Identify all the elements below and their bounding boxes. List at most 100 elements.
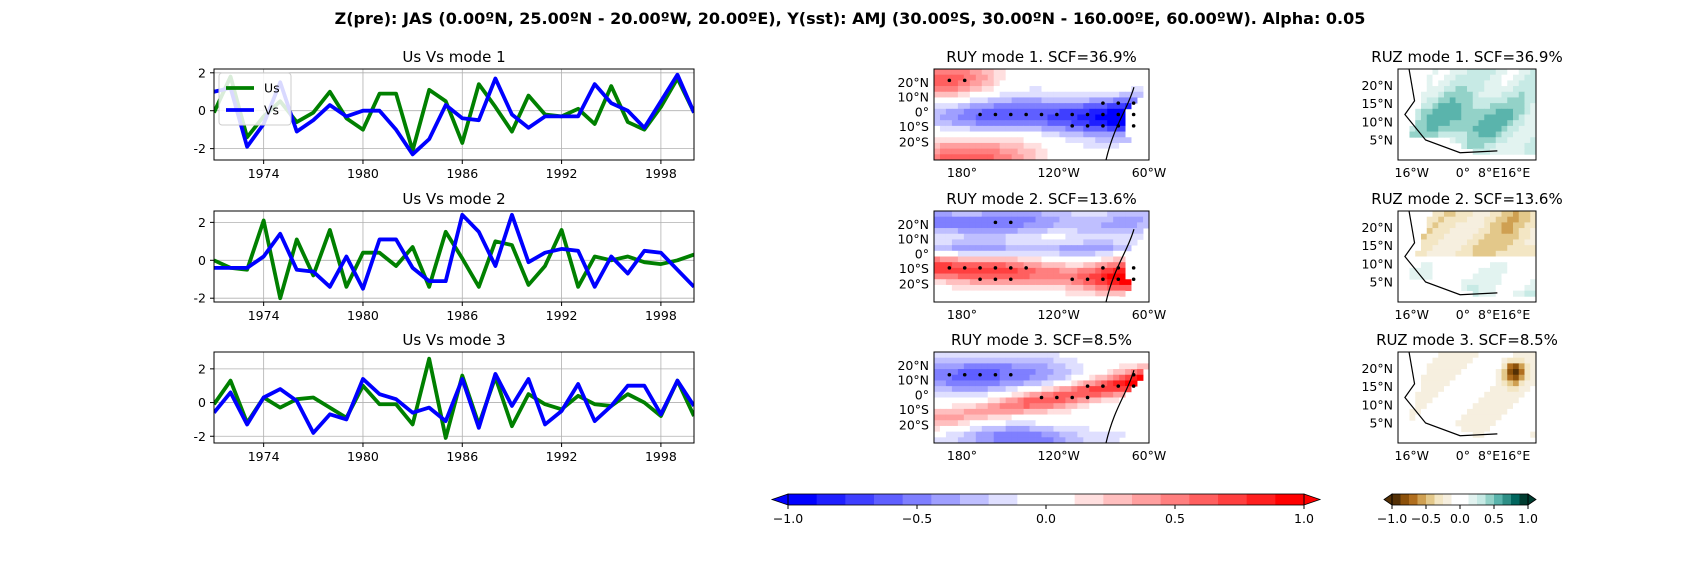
map-cell	[957, 222, 965, 229]
map-cell	[969, 380, 977, 387]
map-cell	[1035, 228, 1042, 235]
map-cell	[1047, 262, 1054, 269]
map-cell	[993, 108, 1001, 115]
map-cell	[969, 69, 977, 76]
map-cell	[1095, 103, 1102, 110]
map-field	[934, 352, 1150, 444]
significance-dot	[978, 266, 982, 270]
map-cell	[1432, 80, 1439, 87]
map-cell	[1524, 97, 1531, 104]
map-cell	[934, 86, 941, 93]
map-cell	[939, 414, 947, 421]
map-cell	[1101, 256, 1108, 263]
map-cell	[939, 239, 947, 246]
map-cell	[1490, 279, 1497, 286]
map-cell	[1017, 131, 1024, 138]
map-cell	[1035, 403, 1042, 410]
y-tick-label: 20°N	[1361, 361, 1393, 376]
map-cell	[1113, 69, 1120, 76]
map-cell	[1530, 74, 1537, 81]
map-cell	[1513, 74, 1520, 81]
map-cell	[957, 437, 965, 444]
map-cell	[951, 403, 959, 410]
map-cell	[1023, 69, 1030, 76]
map-cell	[1426, 397, 1433, 404]
map-cell	[1432, 91, 1439, 98]
map-cell	[1478, 211, 1485, 218]
map-cell	[939, 431, 947, 438]
map-cell	[975, 74, 983, 81]
map-cell	[969, 437, 977, 444]
map-cell	[945, 273, 953, 280]
map-field	[1409, 211, 1537, 297]
map-cell	[1029, 239, 1036, 246]
x-tick-label: 0°	[1456, 307, 1470, 322]
map-cell	[1501, 397, 1508, 404]
map-cell	[939, 80, 947, 87]
map-cell	[1501, 408, 1508, 415]
map-cell	[1047, 357, 1054, 364]
map-cell	[1005, 142, 1013, 150]
map-cell	[951, 69, 959, 76]
map-cell	[1438, 250, 1445, 257]
map-cell	[999, 239, 1007, 246]
map-cell	[1089, 380, 1096, 387]
map-cell	[1035, 369, 1042, 376]
map-cell	[934, 125, 941, 132]
map-cell	[1472, 352, 1479, 359]
map-cell	[1011, 91, 1019, 98]
x-tick-label: 16°W	[1395, 307, 1430, 322]
map-cell	[1426, 97, 1433, 104]
map-cell	[1089, 211, 1096, 218]
map-cell	[975, 142, 983, 150]
map-cell	[1005, 279, 1013, 286]
map-cell	[1131, 69, 1138, 76]
map-cell	[987, 222, 995, 229]
map-cell	[1438, 357, 1445, 364]
map-cell	[1119, 86, 1126, 93]
map-cell	[975, 239, 983, 246]
colorbar-segment	[1460, 494, 1469, 505]
map-cell	[1095, 233, 1102, 240]
map-cell	[1089, 408, 1096, 415]
map-cell	[975, 431, 983, 438]
map-cell	[1426, 403, 1433, 410]
map-cell	[1524, 148, 1531, 155]
map-cell	[1023, 103, 1030, 110]
map-cell	[1005, 357, 1013, 364]
map-cell	[1047, 437, 1054, 444]
map-cell	[1095, 86, 1102, 93]
map-cell	[1029, 222, 1036, 229]
map-cell	[939, 91, 947, 98]
map-cell	[1071, 228, 1078, 235]
map-cell	[1059, 216, 1066, 223]
map-cell	[993, 408, 1001, 415]
map-cell	[993, 131, 1001, 138]
map-cell	[1467, 97, 1474, 104]
map-cell	[981, 120, 989, 127]
map-cell	[945, 296, 953, 303]
map-cell	[1507, 114, 1514, 121]
colorbar-segment	[1103, 494, 1133, 505]
map-cell	[1089, 369, 1096, 376]
map-cell	[957, 352, 965, 359]
map-cell	[963, 131, 971, 138]
map-cell	[1053, 154, 1060, 161]
map-cell	[993, 420, 1001, 427]
map-cell	[1113, 137, 1120, 144]
map-cell	[1125, 245, 1132, 252]
map-cell	[1017, 148, 1024, 155]
map-cell	[1083, 125, 1090, 132]
map-cell	[1005, 74, 1013, 81]
map-cell	[963, 250, 971, 257]
map-cell	[945, 408, 953, 415]
map-cell	[1501, 137, 1508, 144]
map-cell	[999, 431, 1007, 438]
map-cell	[1518, 431, 1525, 438]
map-cell	[963, 369, 971, 376]
map-cell	[1005, 250, 1013, 257]
y-tick-label: 20°N	[897, 75, 929, 90]
map-cell	[1059, 284, 1066, 292]
map-cell	[1467, 352, 1474, 359]
map-cell	[1507, 239, 1514, 246]
